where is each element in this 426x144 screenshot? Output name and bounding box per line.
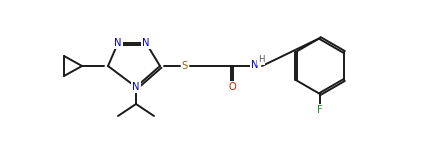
Text: F: F <box>317 105 323 115</box>
Text: N: N <box>132 82 140 92</box>
Text: N: N <box>114 38 122 48</box>
Text: N: N <box>142 38 150 48</box>
Text: S: S <box>182 61 188 71</box>
Text: H: H <box>258 55 264 65</box>
Text: O: O <box>228 82 236 92</box>
Text: N: N <box>251 60 259 70</box>
